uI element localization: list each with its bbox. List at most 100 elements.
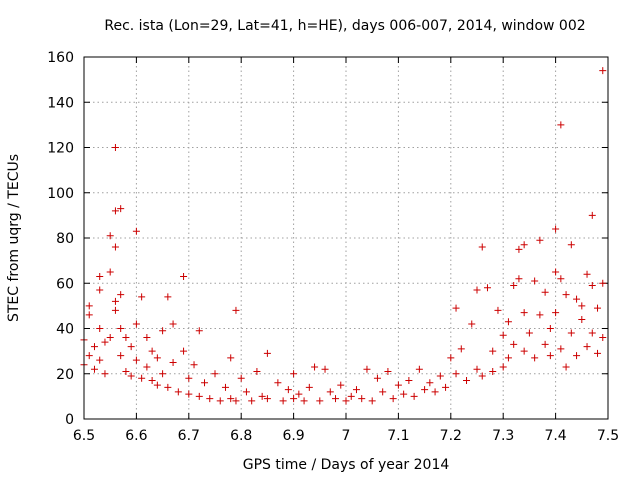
data-point	[510, 282, 518, 290]
data-point	[557, 121, 565, 129]
data-point	[531, 277, 539, 285]
data-point	[96, 272, 104, 280]
data-point	[164, 383, 172, 391]
grid	[84, 57, 608, 419]
data-point	[96, 325, 104, 332]
data-point	[478, 372, 486, 380]
data-point	[525, 329, 533, 337]
data-point	[578, 302, 586, 310]
data-point	[263, 395, 271, 403]
data-point	[489, 347, 497, 355]
data-point	[117, 325, 125, 332]
data-points	[80, 67, 607, 405]
data-point	[127, 343, 135, 351]
data-point	[562, 291, 570, 299]
data-point	[169, 320, 177, 328]
y-tick-label: 160	[47, 50, 74, 66]
data-point	[279, 397, 287, 405]
data-point	[352, 386, 360, 394]
data-point	[573, 352, 581, 360]
data-point	[436, 372, 444, 380]
data-point	[85, 352, 93, 360]
data-point	[504, 354, 512, 362]
data-point	[510, 340, 518, 348]
data-point	[106, 334, 114, 342]
data-point	[410, 392, 418, 400]
data-point	[295, 390, 303, 398]
data-point	[552, 309, 560, 317]
data-point	[101, 370, 109, 378]
data-point	[599, 67, 607, 75]
data-point	[101, 338, 109, 346]
data-point	[541, 340, 549, 348]
x-tick-label: 7.1	[387, 428, 409, 444]
y-tick-label: 20	[56, 367, 74, 383]
data-point	[358, 395, 366, 403]
y-tick-label: 80	[56, 231, 74, 247]
data-point	[415, 365, 423, 373]
data-point	[148, 377, 156, 385]
data-point	[117, 291, 125, 299]
x-tick-label: 7.5	[597, 428, 619, 444]
data-point	[237, 374, 245, 382]
data-point	[132, 227, 140, 235]
chart-title: Rec. ista (Lon=29, Lat=41, h=HE), days 0…	[104, 18, 585, 34]
data-point	[342, 397, 350, 405]
y-tick-label: 0	[65, 412, 74, 428]
data-point	[515, 275, 523, 283]
data-point	[473, 365, 481, 373]
data-point	[211, 370, 219, 378]
data-point	[520, 241, 528, 249]
data-point	[132, 356, 140, 364]
data-point	[122, 367, 130, 375]
x-tick-label: 7	[342, 428, 351, 444]
data-point	[473, 286, 481, 294]
data-point	[321, 365, 329, 373]
data-point	[143, 334, 151, 342]
data-point	[567, 329, 575, 337]
data-point	[337, 381, 345, 389]
y-tick-label: 100	[47, 186, 74, 202]
data-point	[138, 293, 146, 301]
x-tick-label: 6.6	[125, 428, 147, 444]
data-point	[567, 241, 575, 249]
data-point	[311, 363, 319, 371]
data-point	[478, 243, 486, 251]
data-point	[531, 354, 539, 362]
data-point	[599, 279, 607, 287]
data-point	[347, 392, 355, 400]
data-point	[284, 386, 292, 394]
y-axis-ticks: 0 20 40 60 80 100 120 140 160	[47, 50, 608, 428]
x-tick-label: 6.8	[230, 428, 252, 444]
data-point	[111, 306, 119, 314]
data-point	[290, 370, 298, 378]
data-point	[111, 243, 119, 251]
data-point	[148, 347, 156, 355]
x-tick-label: 6.5	[73, 428, 95, 444]
data-point	[153, 381, 161, 389]
x-tick-label: 6.9	[282, 428, 304, 444]
data-point	[494, 306, 502, 314]
data-point	[588, 211, 596, 219]
data-point	[442, 383, 450, 391]
data-point	[536, 236, 544, 244]
data-point	[499, 331, 507, 339]
plot-frame	[83, 56, 609, 420]
data-point	[180, 272, 188, 280]
x-axis-ticks: 6.5 6.6 6.7 6.8 6.9 7 7.1 7.2 7.3 7.4 7.5	[73, 57, 619, 444]
data-point	[300, 397, 308, 405]
data-point	[185, 390, 193, 398]
y-tick-label: 120	[47, 141, 74, 157]
x-tick-label: 7.4	[544, 428, 566, 444]
data-point	[599, 334, 607, 342]
data-point	[232, 397, 240, 405]
data-point	[389, 395, 397, 403]
data-point	[368, 397, 376, 405]
data-point	[546, 352, 554, 360]
data-point	[373, 374, 381, 382]
data-point	[132, 320, 140, 328]
data-point	[332, 395, 340, 403]
data-point	[111, 144, 119, 151]
data-point	[421, 386, 429, 394]
